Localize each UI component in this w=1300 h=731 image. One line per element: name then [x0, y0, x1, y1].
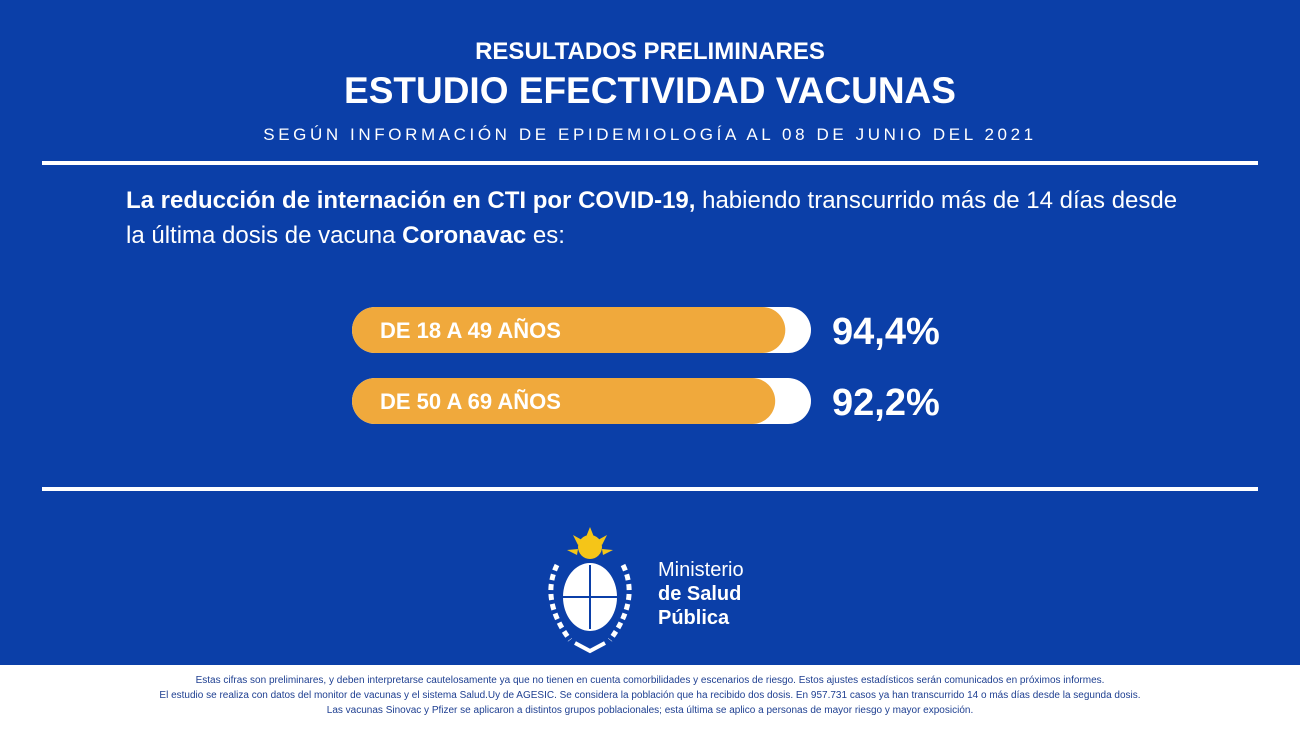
- intro-segment: es:: [526, 222, 565, 249]
- chart: DE 18 A 49 AÑOS 94,4% DE 50 A 69 AÑOS 92,2%: [352, 307, 940, 424]
- bar: [352, 378, 776, 424]
- intro-segment: La reducción de internación en CTI por C…: [126, 187, 696, 214]
- value-label: 94,4%: [832, 311, 940, 353]
- title: ESTUDIO EFECTIVIDAD VACUNAS: [344, 70, 956, 111]
- value-label: 92,2%: [832, 382, 940, 424]
- logo-emblem: [548, 527, 632, 654]
- logo-line: de Salud: [658, 583, 742, 605]
- intro: La reducción de internación en CTI por C…: [126, 183, 1186, 253]
- category-label: DE 50 A 69 AÑOS: [380, 389, 561, 414]
- logo-line: Ministerio: [658, 559, 744, 581]
- footer-line: Estas cifras son preliminares, y deben i…: [195, 675, 1105, 686]
- footer-line: Las vacunas Sinovac y Pfizer se aplicaro…: [326, 705, 974, 716]
- footer-line: El estudio se realiza con datos del moni…: [159, 690, 1141, 701]
- bar: [352, 307, 786, 353]
- footer: Estas cifras son preliminares, y deben i…: [0, 665, 1300, 731]
- subtitle: SEGÚN INFORMACIÓN DE EPIDEMIOLOGÍA AL 08…: [263, 125, 1037, 144]
- divider: [42, 487, 1258, 491]
- divider: [42, 161, 1258, 165]
- kicker: RESULTADOS PRELIMINARES: [475, 38, 825, 65]
- logo-line: Pública: [658, 607, 730, 629]
- intro-segment: habiendo transcurrido más de 14 días des…: [126, 187, 1178, 249]
- logo-text: Ministerio de Salud Pública: [658, 558, 744, 630]
- category-label: DE 18 A 49 AÑOS: [380, 318, 561, 343]
- intro-segment: Coronavac: [402, 222, 527, 249]
